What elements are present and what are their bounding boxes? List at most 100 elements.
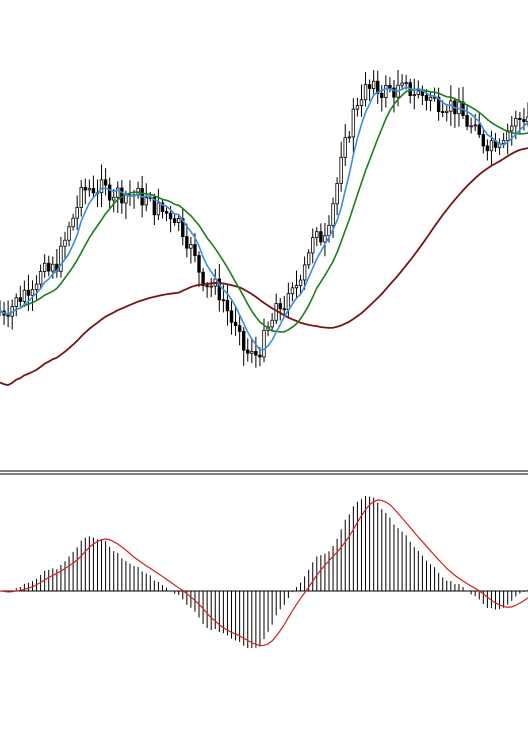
candle bbox=[75, 195, 79, 230]
candle bbox=[420, 85, 425, 105]
candle bbox=[160, 198, 165, 219]
candle bbox=[339, 141, 343, 192]
candle bbox=[34, 275, 39, 300]
candle bbox=[428, 91, 433, 112]
candle bbox=[254, 336, 258, 368]
candle bbox=[189, 236, 193, 264]
candle bbox=[225, 284, 230, 326]
candle bbox=[197, 251, 201, 287]
candle bbox=[22, 280, 27, 307]
candle bbox=[457, 87, 461, 127]
ma-fast-line bbox=[0, 86, 528, 351]
candle bbox=[392, 79, 396, 113]
ma-medium-line bbox=[0, 88, 528, 333]
candle bbox=[116, 181, 120, 213]
candle bbox=[79, 179, 83, 217]
ma-slow-line bbox=[0, 147, 528, 386]
candle bbox=[213, 268, 217, 295]
candle bbox=[359, 84, 364, 117]
candle bbox=[510, 116, 514, 146]
candle bbox=[355, 97, 360, 117]
candle bbox=[18, 285, 23, 307]
candle bbox=[107, 177, 112, 208]
candle bbox=[42, 254, 47, 278]
candle bbox=[237, 314, 242, 346]
candle bbox=[497, 138, 502, 155]
candle bbox=[294, 270, 299, 299]
candle bbox=[177, 214, 181, 232]
candle bbox=[351, 98, 356, 153]
candle bbox=[14, 293, 18, 317]
candle bbox=[343, 124, 347, 166]
candle bbox=[453, 97, 457, 128]
candle bbox=[432, 87, 437, 102]
candle bbox=[71, 213, 75, 231]
candle bbox=[172, 213, 177, 226]
candle bbox=[363, 72, 368, 107]
candle bbox=[400, 74, 404, 90]
candle bbox=[164, 207, 169, 222]
candle bbox=[209, 277, 213, 297]
candle bbox=[282, 295, 287, 317]
candle bbox=[185, 223, 189, 258]
candle bbox=[298, 274, 303, 296]
candle bbox=[10, 299, 14, 330]
candle bbox=[412, 78, 416, 110]
candle bbox=[156, 188, 161, 220]
candle bbox=[376, 70, 380, 104]
candle bbox=[367, 79, 372, 101]
candle bbox=[83, 178, 87, 205]
oscillator-panel bbox=[0, 496, 528, 649]
candle bbox=[201, 268, 205, 292]
signal-line bbox=[0, 499, 528, 647]
candle bbox=[144, 183, 148, 212]
candle bbox=[323, 222, 327, 257]
candle bbox=[388, 77, 392, 93]
candle bbox=[306, 249, 311, 269]
candle bbox=[278, 297, 282, 321]
candle bbox=[302, 256, 307, 290]
candle bbox=[501, 133, 506, 149]
candle bbox=[250, 338, 254, 363]
candle bbox=[241, 327, 246, 366]
candle bbox=[445, 103, 449, 122]
candle bbox=[384, 75, 388, 108]
candle bbox=[217, 264, 222, 312]
candle bbox=[47, 255, 51, 277]
candle bbox=[485, 139, 490, 161]
candle bbox=[87, 179, 92, 197]
candle bbox=[371, 70, 376, 97]
candle bbox=[481, 129, 486, 154]
candle bbox=[380, 85, 384, 112]
candle bbox=[99, 164, 104, 208]
candle bbox=[38, 264, 43, 290]
panel-separator bbox=[0, 470, 528, 475]
candle bbox=[526, 102, 528, 127]
candle bbox=[91, 175, 96, 198]
candle bbox=[112, 188, 116, 213]
price-panel bbox=[0, 70, 528, 386]
candle bbox=[136, 181, 140, 199]
candle bbox=[347, 130, 351, 143]
candle bbox=[246, 338, 250, 362]
candle bbox=[473, 113, 477, 131]
candle bbox=[233, 307, 238, 336]
candle bbox=[477, 112, 481, 138]
candle bbox=[0, 300, 2, 316]
candle bbox=[59, 236, 63, 278]
candle bbox=[67, 221, 71, 247]
candle bbox=[229, 301, 234, 335]
candle bbox=[103, 168, 108, 196]
candle bbox=[274, 293, 278, 324]
candle bbox=[63, 231, 67, 260]
candle bbox=[469, 117, 473, 134]
candle bbox=[26, 274, 31, 312]
candle bbox=[181, 209, 185, 246]
candle bbox=[465, 104, 469, 131]
candle bbox=[335, 177, 339, 216]
candle bbox=[315, 227, 319, 247]
candle bbox=[331, 197, 335, 239]
candle bbox=[505, 123, 510, 155]
candle bbox=[311, 228, 315, 264]
